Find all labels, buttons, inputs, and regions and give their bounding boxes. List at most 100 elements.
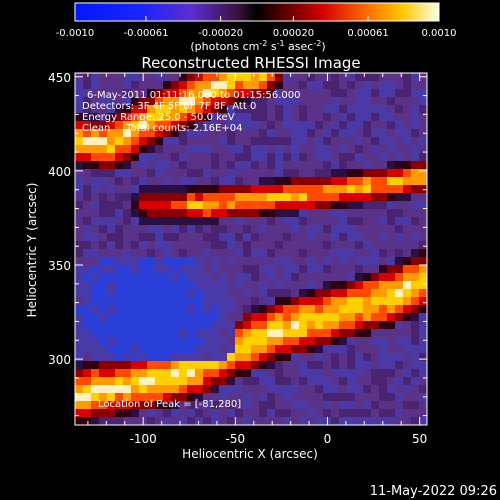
- heatmap-cell: [203, 321, 211, 329]
- heatmap-cell: [75, 313, 83, 321]
- heatmap-cell: [259, 265, 267, 273]
- heatmap-cell: [395, 257, 403, 265]
- heatmap-cell: [203, 305, 211, 313]
- heatmap-cell: [291, 129, 299, 137]
- heatmap-cell: [275, 217, 283, 225]
- heatmap-cell: [283, 353, 291, 361]
- heatmap-cell: [99, 345, 107, 353]
- heatmap-cell: [299, 273, 307, 281]
- heatmap-cell: [339, 361, 347, 369]
- heatmap-cell: [339, 137, 347, 145]
- heatmap-cell: [91, 321, 99, 329]
- heatmap-cell: [291, 353, 299, 361]
- heatmap-cell: [315, 225, 323, 233]
- heatmap-cell: [283, 313, 291, 321]
- heatmap-cell: [211, 393, 219, 401]
- heatmap-cell: [179, 265, 187, 273]
- heatmap-cell: [251, 89, 259, 97]
- heatmap-cell: [91, 385, 99, 393]
- heatmap-cell: [331, 97, 339, 105]
- heatmap-cell: [211, 385, 219, 393]
- heatmap-cell: [83, 385, 91, 393]
- heatmap-cell: [275, 249, 283, 257]
- heatmap-cell: [331, 321, 339, 329]
- y-axis-label: Heliocentric Y (arcsec): [25, 183, 39, 318]
- heatmap-cell: [339, 145, 347, 153]
- heatmap-cell: [355, 113, 363, 121]
- heatmap-cell: [171, 209, 179, 217]
- heatmap-cell: [291, 233, 299, 241]
- heatmap-cell: [323, 145, 331, 153]
- heatmap-cell: [219, 73, 227, 81]
- heatmap-cell: [227, 361, 235, 369]
- heatmap-cell: [395, 377, 403, 385]
- heatmap-cell: [411, 177, 419, 185]
- heatmap-cell: [83, 97, 91, 105]
- heatmap-cell: [275, 345, 283, 353]
- heatmap-cell: [403, 153, 411, 161]
- heatmap-cell: [131, 81, 139, 89]
- heatmap-cell: [131, 209, 139, 217]
- heatmap-cell: [411, 353, 419, 361]
- heatmap-cell: [139, 169, 147, 177]
- heatmap-cell: [211, 225, 219, 233]
- heatmap-cell: [115, 201, 123, 209]
- heatmap-cell: [347, 113, 355, 121]
- heatmap-cell: [179, 337, 187, 345]
- heatmap-cell: [163, 369, 171, 377]
- heatmap-cell: [163, 337, 171, 345]
- heatmap-cell: [291, 289, 299, 297]
- heatmap-cell: [139, 105, 147, 113]
- heatmap-cell: [251, 81, 259, 89]
- heatmap-cell: [115, 241, 123, 249]
- heatmap-cell: [83, 169, 91, 177]
- heatmap-cell: [235, 385, 243, 393]
- heatmap-cell: [195, 129, 203, 137]
- heatmap-cell: [83, 161, 91, 169]
- heatmap-cell: [251, 305, 259, 313]
- heatmap-cell: [419, 105, 427, 113]
- heatmap-cell: [403, 201, 411, 209]
- heatmap-cell: [179, 105, 187, 113]
- heatmap-cell: [187, 385, 195, 393]
- heatmap-cell: [147, 265, 155, 273]
- heatmap-cell: [395, 417, 403, 425]
- heatmap-cell: [315, 265, 323, 273]
- annotation-detectors: Detectors: 3F 4F 5F 6F 7F 8F, Att 0: [82, 101, 256, 112]
- heatmap-cell: [419, 249, 427, 257]
- heatmap-cell: [227, 409, 235, 417]
- heatmap-cell: [163, 409, 171, 417]
- heatmap-cell: [419, 361, 427, 369]
- heatmap-cell: [267, 273, 275, 281]
- heatmap-cell: [379, 305, 387, 313]
- heatmap-cell: [83, 209, 91, 217]
- heatmap-cell: [363, 153, 371, 161]
- heatmap-cell: [83, 201, 91, 209]
- heatmap-cell: [211, 281, 219, 289]
- heatmap-cell: [299, 73, 307, 81]
- heatmap-cell: [363, 297, 371, 305]
- heatmap-cell: [259, 281, 267, 289]
- heatmap-cell: [195, 377, 203, 385]
- heatmap-cell: [339, 97, 347, 105]
- heatmap-cell: [203, 201, 211, 209]
- heatmap-cell: [155, 113, 163, 121]
- heatmap-cell: [419, 281, 427, 289]
- heatmap-cell: [75, 401, 83, 409]
- heatmap-cell: [283, 393, 291, 401]
- heatmap-cell: [243, 185, 251, 193]
- heatmap-cell: [123, 321, 131, 329]
- heatmap-cell: [299, 217, 307, 225]
- heatmap-cell: [171, 401, 179, 409]
- heatmap-cell: [147, 249, 155, 257]
- heatmap-cell: [99, 209, 107, 217]
- heatmap-cell: [387, 201, 395, 209]
- heatmap-cell: [347, 241, 355, 249]
- heatmap-cell: [187, 153, 195, 161]
- x-tick-label: 0: [324, 432, 332, 446]
- heatmap-cell: [107, 185, 115, 193]
- heatmap-cell: [227, 177, 235, 185]
- heatmap-cell: [283, 193, 291, 201]
- heatmap-cell: [403, 121, 411, 129]
- heatmap-cell: [243, 201, 251, 209]
